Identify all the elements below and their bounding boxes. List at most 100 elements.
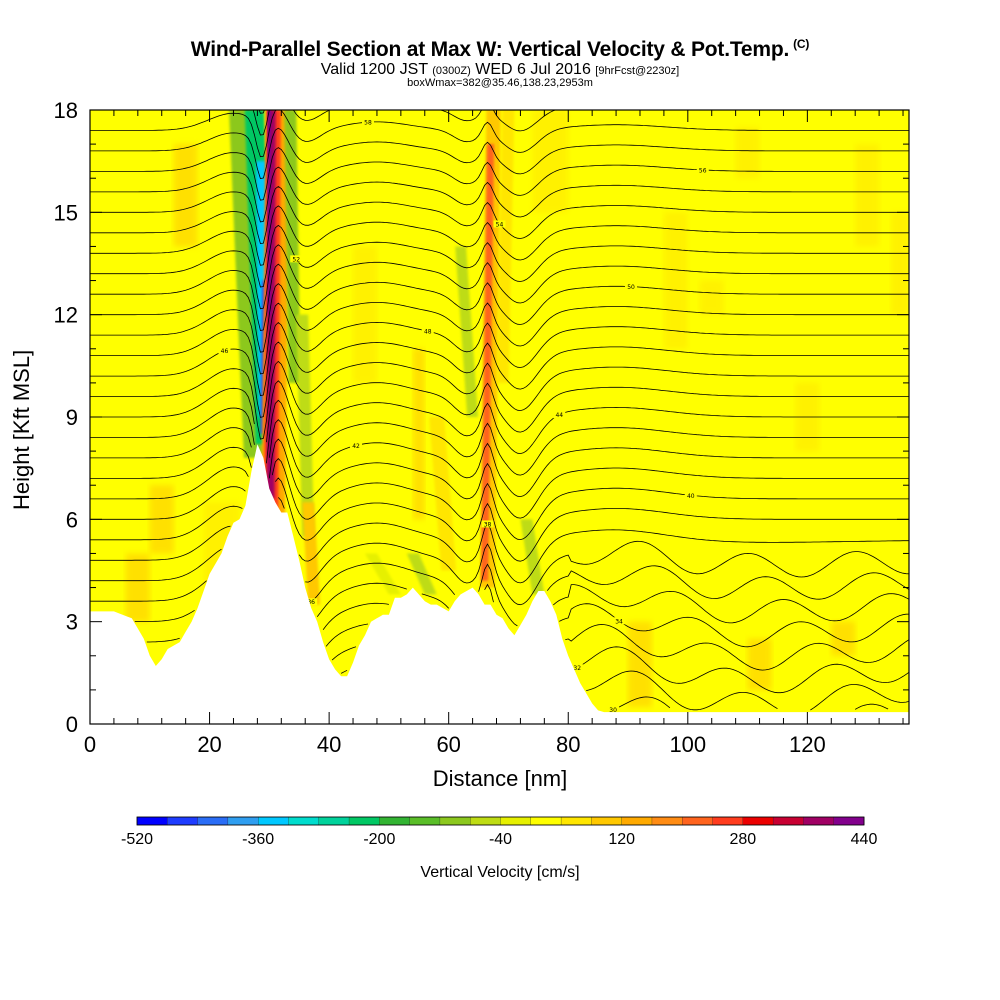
contour-label-bg — [361, 118, 374, 126]
contour-label-bg — [421, 327, 434, 335]
y-tick-label: 18 — [54, 98, 78, 123]
isentrope-line — [90, 263, 909, 331]
x-tick-labels: 0 20 40 60 80 100 120 — [84, 732, 826, 757]
contour-label-bg — [290, 255, 303, 263]
colorbar-swatch — [470, 816, 501, 826]
isentrope-line — [331, 646, 909, 694]
contour-label: 52 — [292, 256, 300, 263]
velocity-patch — [855, 144, 880, 247]
contour-label-bg — [481, 520, 494, 528]
isentrope-line — [90, 321, 909, 397]
isentrope-line — [90, 166, 909, 223]
contour-label: 54 — [496, 221, 504, 228]
colorbar-swatch — [348, 816, 380, 826]
velocity-patch — [149, 485, 174, 554]
colorbar-swatch — [288, 816, 320, 826]
y-tick-label: 9 — [66, 405, 78, 430]
colorbar-tick-label: -40 — [489, 831, 512, 848]
velocity-patch — [735, 127, 760, 179]
velocity-patch — [891, 212, 909, 315]
colorbar-swatch — [803, 816, 835, 826]
isentrope-line — [90, 458, 909, 541]
isentrope-line — [90, 497, 909, 584]
colorbar-tick-labels: -520 -360 -200 -40 120 280 440 — [121, 831, 877, 848]
colorbar-swatch — [167, 816, 199, 826]
y-tick-label: 12 — [54, 303, 78, 328]
colorbar-tick-label: -360 — [242, 831, 274, 848]
colorbar-swatch — [682, 816, 713, 826]
y-tick-labels: 0 3 6 9 12 15 18 — [54, 98, 78, 737]
isentrope-line — [90, 244, 909, 310]
isentrope-line — [90, 147, 909, 201]
isentrope-line — [90, 110, 909, 158]
y-tick-label: 6 — [66, 507, 78, 532]
terrain — [90, 444, 909, 724]
colorbar-swatch — [379, 816, 411, 826]
y-axis-label: Height [Kft MSL] — [9, 349, 34, 510]
contour-label-bg — [696, 166, 709, 174]
colorbar-swatch — [500, 816, 532, 826]
velocity-patch — [663, 212, 688, 349]
chart-subtitle: Valid 1200 JST (0300Z) WED 6 Jul 2016 [9… — [320, 61, 680, 78]
velocity-patch — [831, 621, 856, 656]
velocity-patch — [747, 638, 772, 690]
contour-label-bg — [684, 491, 697, 499]
contour-label: 34 — [615, 618, 623, 625]
downdraft-mid-plume — [455, 246, 478, 417]
contour-label: 30 — [609, 707, 617, 714]
x-tick-label: 100 — [669, 732, 706, 757]
colorbar-tick-label: -200 — [363, 831, 395, 848]
colorbar — [136, 816, 865, 826]
contour-label: 58 — [364, 120, 372, 127]
contour-label: 48 — [424, 329, 432, 336]
contour-label-bg — [571, 664, 584, 672]
velocity-patch — [412, 348, 425, 520]
isentrope-line — [90, 580, 909, 624]
colorbar-swatch — [439, 816, 471, 826]
contour-label: 56 — [699, 167, 707, 174]
velocity-patch — [353, 246, 377, 383]
contour-label-bg — [305, 598, 318, 606]
colorbar-swatch — [621, 816, 653, 826]
x-tick-label: 20 — [197, 732, 221, 757]
colorbar-swatch — [772, 816, 804, 826]
isentrope-line — [90, 548, 909, 627]
isentrope-line — [90, 302, 909, 375]
isentrope-line — [90, 205, 909, 266]
isentrope-line — [90, 110, 909, 136]
x-tick-label: 80 — [556, 732, 580, 757]
colorbar-frame — [136, 816, 865, 826]
isentrope-line — [90, 419, 909, 498]
isentrope-line — [146, 623, 909, 671]
contour-labels: 30 32 34 36 38 40 42 44 46 48 50 52 54 56 58 — [218, 118, 709, 714]
box-info: boxWmax=382@35.46,138.23,2953m — [407, 77, 593, 89]
y-tick-label: 3 — [66, 610, 78, 635]
contour-label: 50 — [627, 284, 635, 291]
colorbar-swatch — [651, 816, 683, 826]
downdraft-right-low — [296, 314, 315, 537]
updraft-67-core — [480, 144, 495, 581]
isentrope-line — [90, 380, 909, 455]
colorbar-swatch — [560, 816, 592, 826]
contour-label-bg — [493, 220, 506, 228]
isentrope-line — [90, 399, 909, 476]
x-tick-label: 0 — [84, 732, 96, 757]
contour-label: 44 — [555, 412, 563, 419]
colorbar-tick-label: -520 — [121, 831, 153, 848]
colorbar-swatch — [833, 816, 865, 826]
contour-label: 32 — [573, 665, 581, 672]
downdraft-49 — [364, 553, 401, 595]
downdraft-74 — [520, 519, 545, 595]
x-tick-label: 60 — [436, 732, 460, 757]
contour-label-bg — [613, 617, 626, 625]
colorbar-swatch — [530, 816, 562, 826]
colorbar-label: Vertical Velocity [cm/s] — [420, 864, 580, 881]
contour-label: 38 — [484, 521, 492, 528]
contour-label-bg — [625, 283, 638, 291]
x-tick-label: 120 — [789, 732, 826, 757]
isentrope-line — [90, 438, 909, 519]
colorbar-swatch — [318, 816, 350, 826]
contour-label: 36 — [307, 599, 315, 606]
updraft-lee — [302, 502, 321, 605]
x-axis-label: Distance [nm] — [432, 766, 568, 791]
